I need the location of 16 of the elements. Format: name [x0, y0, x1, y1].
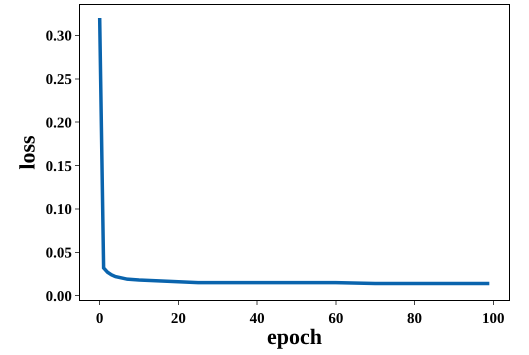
x-tick-label: 20 — [170, 311, 186, 328]
y-tick-label: 0.00 — [46, 288, 72, 305]
x-tick-label: 60 — [328, 311, 344, 328]
x-tick-label: 0 — [96, 311, 104, 328]
y-tick-label: 0.25 — [46, 72, 72, 88]
x-axis-title: epoch — [267, 324, 322, 349]
y-tick-label: 0.30 — [46, 28, 72, 45]
line-series — [98, 16, 492, 286]
x-tick-label: 80 — [407, 311, 422, 328]
y-tick-label: 0.10 — [46, 202, 72, 218]
y-tick-label: 0.05 — [46, 246, 72, 262]
y-tick-label: 0.15 — [46, 158, 72, 175]
y-tick-label: 0.20 — [46, 115, 72, 132]
x-tick-label: 40 — [250, 311, 265, 328]
y-axis-title: loss — [14, 134, 40, 170]
x-tick-label: 100 — [482, 311, 505, 328]
